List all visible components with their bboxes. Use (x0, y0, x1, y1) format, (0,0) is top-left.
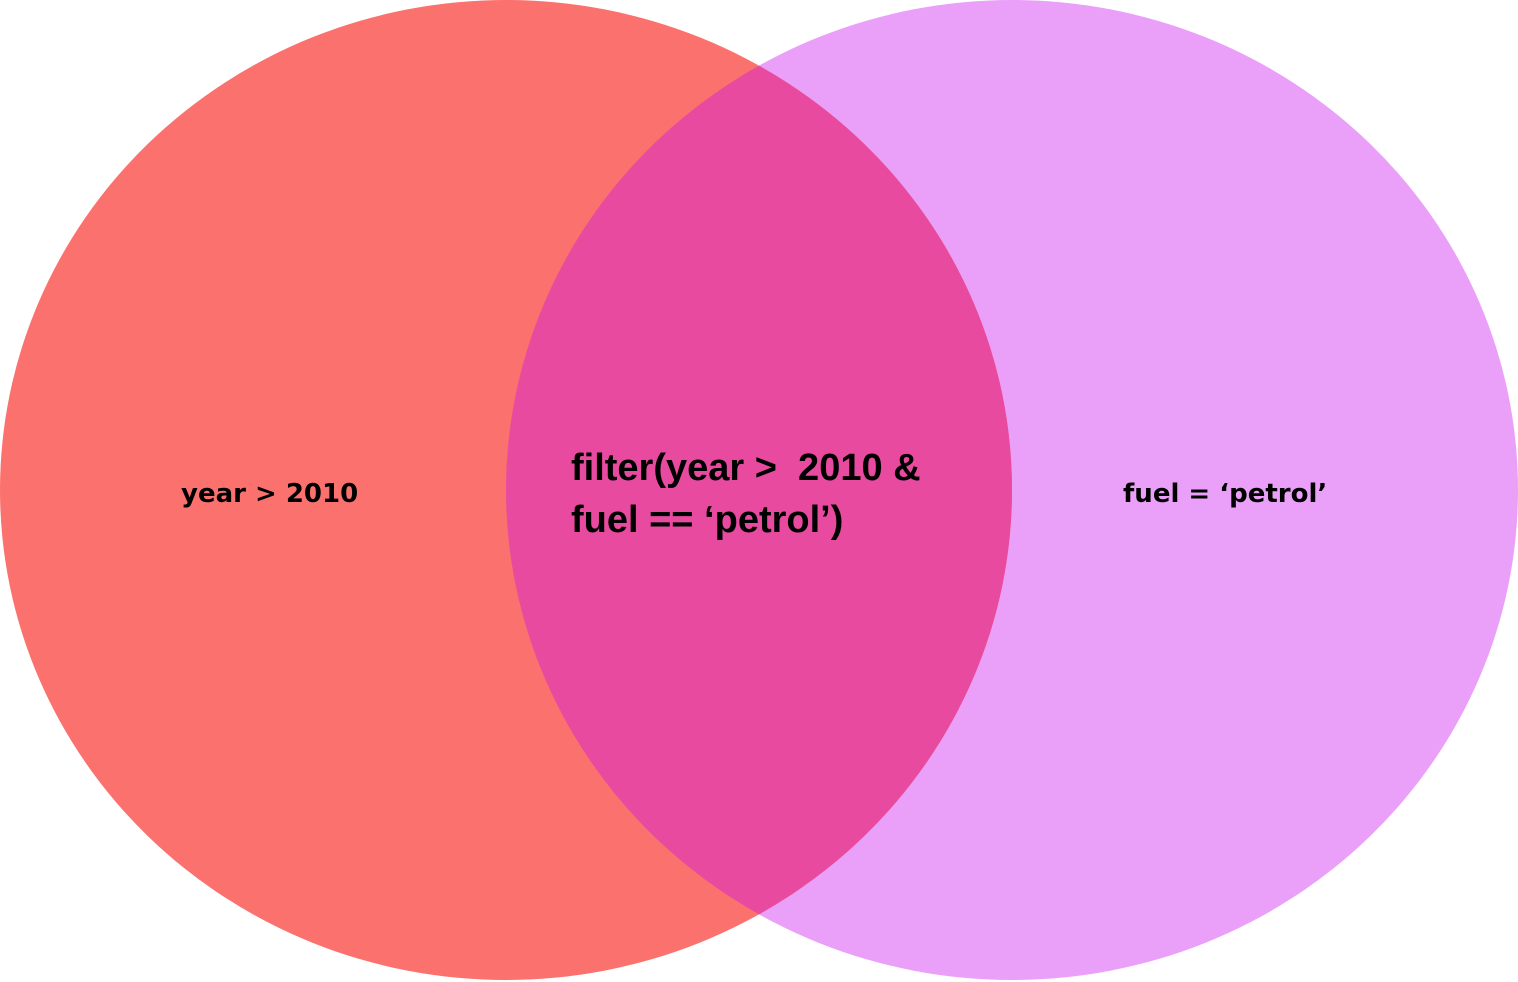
left-set-label: year > 2010 (181, 479, 358, 509)
right-set-label: fuel = ‘petrol’ (1123, 479, 1327, 509)
intersection-region (506, 0, 1012, 980)
intersection-label-line-1: filter(year > 2010 & (571, 447, 921, 489)
intersection-label-line-2: fuel == ‘petrol’) (571, 499, 843, 541)
